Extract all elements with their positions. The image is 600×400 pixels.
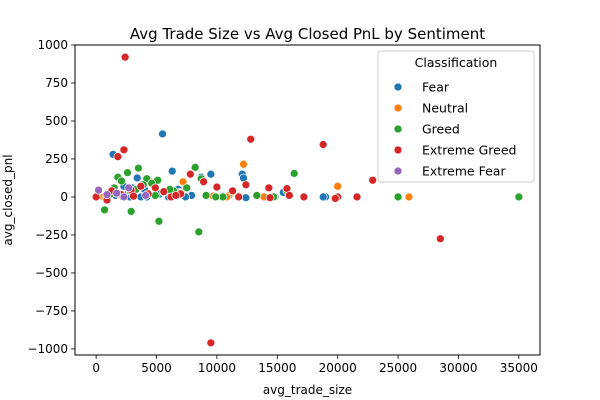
data-point <box>190 162 200 172</box>
legend: Classification Fear Neutral Greed Extreme Gr… <box>377 50 535 183</box>
data-point <box>514 192 524 202</box>
data-point <box>102 190 112 200</box>
data-point <box>150 183 160 193</box>
data-point <box>120 52 130 62</box>
x-tick-label: 15000 <box>258 361 296 375</box>
data-point <box>201 191 211 200</box>
data-point <box>158 129 167 139</box>
legend-marker <box>393 145 403 155</box>
data-point <box>185 169 195 179</box>
data-point <box>129 191 138 201</box>
y-tick-label: 0 <box>60 190 68 204</box>
data-point <box>112 188 122 198</box>
data-point <box>136 181 146 191</box>
data-point <box>159 187 169 196</box>
data-point <box>154 216 164 226</box>
data-point <box>218 192 228 202</box>
data-point <box>212 182 222 192</box>
x-tick-label: 30000 <box>439 361 477 375</box>
data-point <box>404 192 414 202</box>
data-point <box>124 183 134 193</box>
data-point <box>318 192 328 202</box>
data-point <box>265 193 275 203</box>
points-layer <box>91 52 524 348</box>
data-point <box>252 191 262 200</box>
data-point <box>117 176 126 186</box>
legend-label: Extreme Greed <box>422 143 516 158</box>
data-point <box>119 192 129 202</box>
data-point <box>126 207 136 216</box>
data-point <box>285 191 294 200</box>
data-point <box>206 338 216 348</box>
data-point <box>330 194 340 203</box>
data-point <box>100 205 109 215</box>
legend-marker <box>393 166 403 176</box>
y-axis: −1000 −750 −500 −250 0 250 500 750 1000 <box>27 38 75 356</box>
y-tick-label: −750 <box>35 304 68 318</box>
x-axis: 0 5000 10000 15000 20000 25000 30000 35000 <box>92 355 538 375</box>
x-tick-label: 5000 <box>141 361 172 375</box>
data-point <box>123 168 132 177</box>
legend-label: Fear <box>422 80 450 95</box>
x-tick-label: 25000 <box>379 361 417 375</box>
legend-label: Neutral <box>422 101 468 116</box>
legend-label: Greed <box>422 122 460 137</box>
legend-box <box>377 50 535 183</box>
chart-title: Avg Trade Size vs Avg Closed PnL by Sent… <box>130 25 485 43</box>
data-point <box>436 234 445 244</box>
data-point <box>119 145 129 155</box>
data-point <box>194 227 204 237</box>
data-point <box>228 186 237 196</box>
x-tick-label: 10000 <box>198 361 236 375</box>
x-tick-label: 35000 <box>500 361 538 375</box>
data-point <box>393 192 403 202</box>
data-point <box>134 163 143 173</box>
legend-label: Extreme Fear <box>422 164 506 179</box>
legend-marker <box>393 124 403 134</box>
data-point <box>211 192 221 202</box>
data-point <box>94 185 103 195</box>
data-point <box>113 152 123 162</box>
data-point <box>167 166 177 176</box>
data-point <box>171 191 181 200</box>
data-point <box>150 191 160 200</box>
x-axis-label: avg_trade_size <box>263 383 352 397</box>
y-tick-label: 250 <box>45 152 68 166</box>
y-tick-label: −250 <box>35 228 68 242</box>
data-point <box>289 169 299 178</box>
data-point <box>239 159 248 169</box>
legend-marker <box>393 82 403 92</box>
x-tick-label: 0 <box>92 361 100 375</box>
data-point <box>182 183 192 193</box>
y-tick-label: −1000 <box>27 342 68 356</box>
plot-frame <box>74 44 541 356</box>
data-point <box>299 192 309 202</box>
data-point <box>333 181 343 191</box>
data-point <box>368 175 378 185</box>
y-tick-label: 1000 <box>37 38 68 52</box>
data-point <box>241 180 251 190</box>
data-point <box>199 177 208 187</box>
y-tick-label: 750 <box>45 76 68 90</box>
data-point <box>206 169 216 179</box>
legend-marker <box>393 103 403 113</box>
y-axis-label: avg_closed_pnl <box>1 154 15 245</box>
data-point <box>318 140 328 149</box>
data-point <box>352 192 362 202</box>
data-point <box>246 134 256 144</box>
data-point <box>132 173 142 183</box>
data-point <box>234 192 244 202</box>
y-tick-label: −500 <box>35 266 68 280</box>
legend-title: Classification <box>415 55 498 70</box>
x-tick-label: 20000 <box>319 361 357 375</box>
data-point <box>241 193 251 203</box>
data-point <box>141 191 151 200</box>
y-tick-label: 500 <box>45 114 68 128</box>
data-point <box>264 183 274 193</box>
